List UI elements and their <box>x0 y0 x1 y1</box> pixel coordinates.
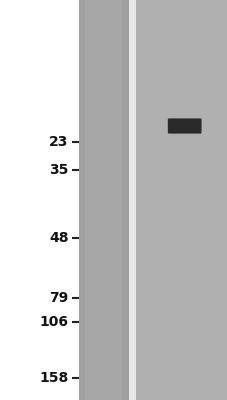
Text: 106: 106 <box>39 315 68 329</box>
Text: 35: 35 <box>49 163 68 177</box>
Bar <box>128 0 135 400</box>
Bar <box>78 0 128 400</box>
Text: 48: 48 <box>49 231 68 245</box>
Text: 158: 158 <box>39 371 68 385</box>
Text: 79: 79 <box>49 291 68 305</box>
Bar <box>85 0 121 400</box>
Bar <box>135 0 227 400</box>
FancyBboxPatch shape <box>167 118 201 134</box>
Text: 23: 23 <box>49 135 68 149</box>
